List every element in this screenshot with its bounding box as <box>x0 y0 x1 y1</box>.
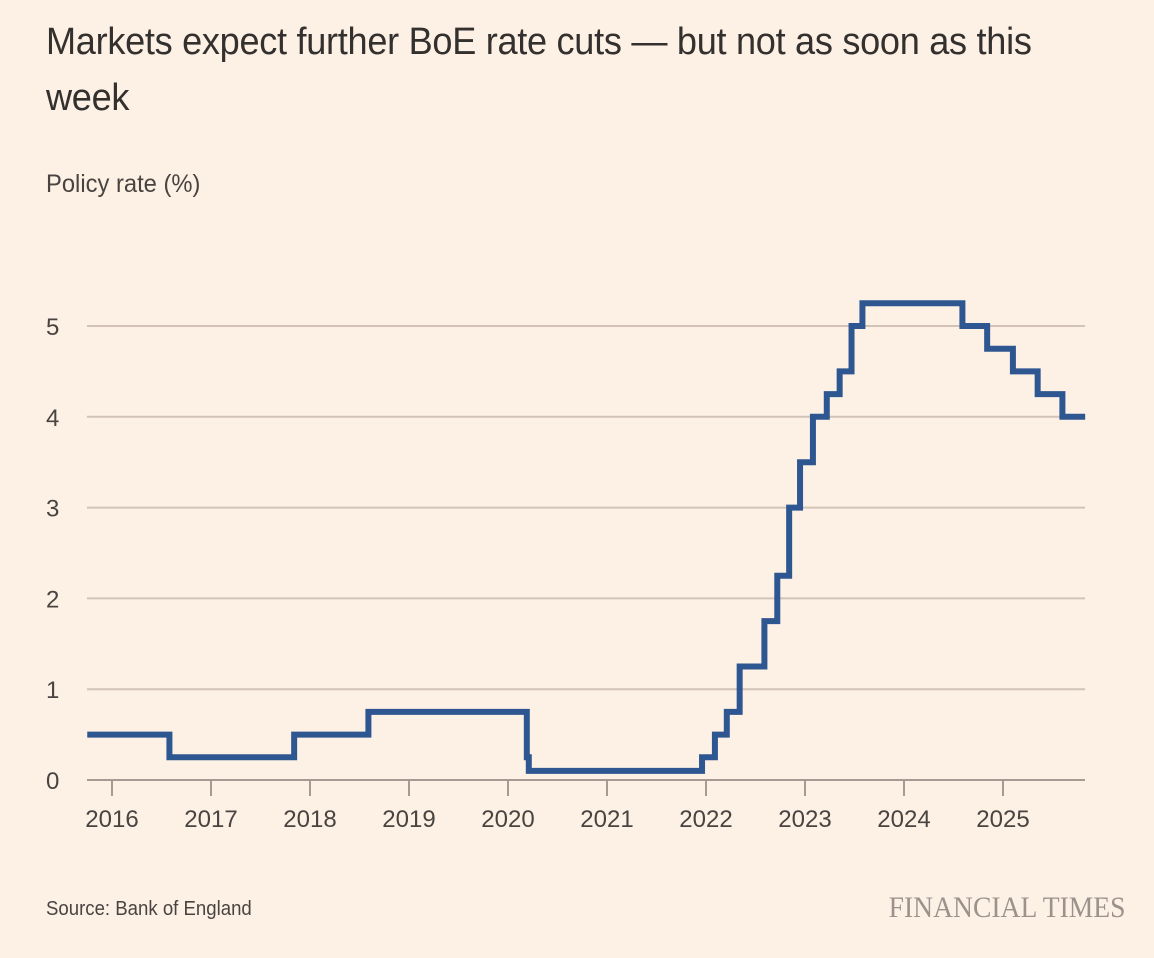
x-tick-label: 2018 <box>283 806 336 833</box>
x-tick-label: 2020 <box>481 806 534 833</box>
y-tick-label: 2 <box>46 586 59 613</box>
chart-title: Markets expect further BoE rate cuts — b… <box>46 21 1032 119</box>
y-tick-label: 0 <box>46 768 59 795</box>
ft-logo: FINANCIAL TIMES <box>889 891 1126 924</box>
x-axis: 2016 2017 2018 2019 2020 2021 2022 2023 2024 2025 <box>85 779 1085 833</box>
y-tick-label: 3 <box>46 496 59 523</box>
y-axis-label: Policy rate (%) <box>46 170 201 198</box>
series-line-bank-rate <box>87 300 1086 774</box>
x-tick-label: 2019 <box>382 806 435 833</box>
x-tick-label: 2022 <box>679 806 732 833</box>
x-tick-label: 2017 <box>184 806 237 833</box>
x-tick-label: 2025 <box>976 806 1029 833</box>
x-tick-label: 2016 <box>85 806 138 833</box>
y-tick-label: 1 <box>46 677 59 704</box>
source-note: Source: Bank of England <box>46 898 252 920</box>
y-tick-label: 4 <box>46 405 59 432</box>
gridlines <box>87 325 1085 691</box>
y-tick-label: 5 <box>46 314 59 341</box>
y-tick-labels: 0 1 2 3 4 5 <box>46 314 59 795</box>
series-layer <box>87 300 1086 774</box>
x-tick-label: 2024 <box>877 806 930 833</box>
x-tick-label: 2023 <box>778 806 831 833</box>
x-tick-label: 2021 <box>580 806 633 833</box>
